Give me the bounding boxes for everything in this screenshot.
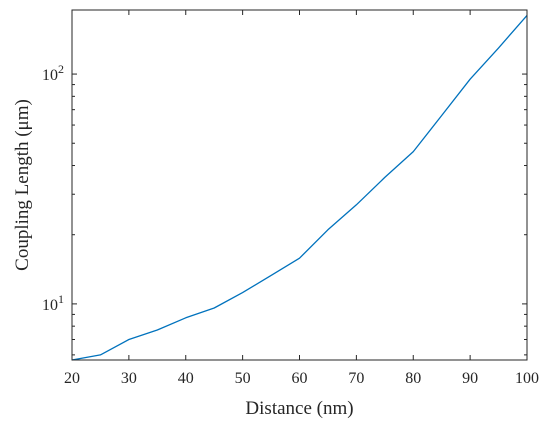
y-axis-title: Coupling Length (μm) bbox=[12, 99, 33, 271]
plot-area bbox=[71, 14, 528, 361]
x-tick-label: 60 bbox=[292, 370, 308, 387]
x-tick-label: 80 bbox=[405, 370, 421, 387]
x-tick-label: 20 bbox=[64, 370, 80, 387]
x-tick-label: 100 bbox=[515, 370, 539, 387]
y-axis: 101 102 bbox=[42, 62, 527, 356]
x-tick-label: 90 bbox=[462, 370, 478, 387]
axes-frame bbox=[71, 9, 528, 361]
x-axis: 20 30 40 50 60 70 80 90 100 bbox=[64, 10, 539, 387]
y-tick-label: 102 bbox=[42, 62, 64, 84]
x-axis-title: Distance (nm) bbox=[245, 398, 353, 419]
x-tick-label: 40 bbox=[178, 370, 194, 387]
y-tick-label: 101 bbox=[42, 292, 64, 314]
x-tick-label: 70 bbox=[348, 370, 364, 387]
x-tick-label: 50 bbox=[235, 370, 251, 387]
series-line bbox=[71, 14, 528, 361]
x-tick-label: 30 bbox=[121, 370, 137, 387]
